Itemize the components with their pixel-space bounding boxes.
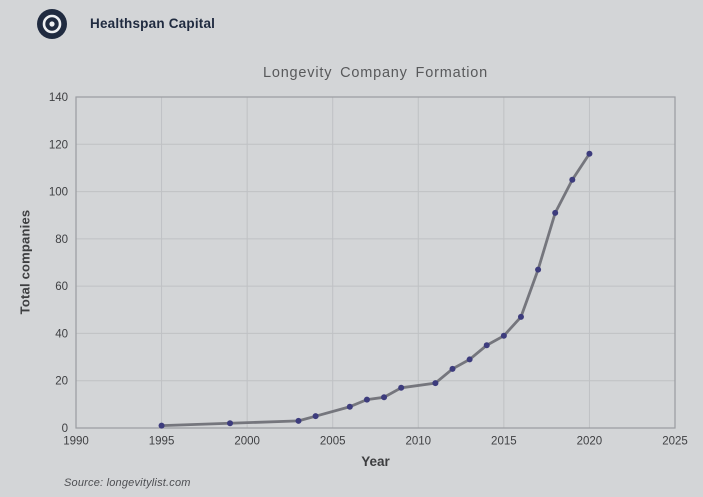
y-tick-label: 80 [55, 234, 68, 246]
data-point [586, 150, 593, 157]
data-line [160, 152, 591, 428]
data-point [569, 176, 576, 183]
header: Healthspan Capital [0, 0, 703, 50]
x-tick-label: 2025 [662, 436, 688, 448]
y-tick-label: 100 [49, 187, 68, 199]
bullseye-icon [37, 9, 67, 39]
data-point [517, 313, 524, 320]
brand-name: Healthspan Capital [90, 16, 216, 31]
y-tick-label: 40 [55, 328, 68, 340]
x-tick-label: 2010 [405, 436, 431, 448]
y-tick-label: 60 [55, 281, 68, 293]
data-point [466, 356, 473, 363]
data-point [398, 384, 405, 391]
x-tick-label: 1995 [149, 436, 175, 448]
data-point [381, 394, 388, 401]
y-tick-label: 120 [49, 139, 68, 151]
data-point [432, 380, 439, 387]
data-point [535, 266, 542, 273]
data-point [552, 209, 559, 216]
y-tick-label: 140 [49, 92, 68, 104]
y-tick-label: 0 [62, 423, 68, 435]
data-point [312, 413, 319, 420]
y-tick-label: 20 [55, 376, 68, 388]
y-axis-label: Total companies [17, 209, 33, 315]
source-note: Source: longevitylist.com [64, 477, 191, 489]
data-point [227, 420, 234, 427]
x-axis-label: Year [361, 454, 390, 469]
data-point [363, 396, 370, 403]
data-point [500, 332, 507, 339]
x-tick-label: 2020 [577, 436, 603, 448]
x-tick-label: 1990 [63, 436, 89, 448]
data-point [158, 422, 165, 429]
data-point [449, 365, 456, 372]
data-point [483, 342, 490, 349]
x-tick-label: 2000 [234, 436, 260, 448]
chart-title: Longevity Company Formation [262, 65, 489, 81]
x-tick-label: 2005 [320, 436, 346, 448]
data-point [295, 417, 302, 424]
x-tick-label: 2015 [491, 436, 517, 448]
plot-border [75, 96, 676, 429]
data-point [346, 403, 353, 410]
